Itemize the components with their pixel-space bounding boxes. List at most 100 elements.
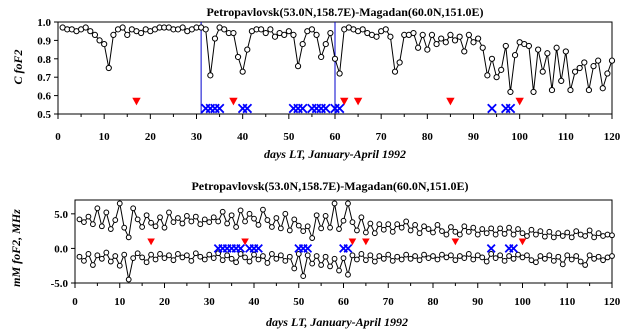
data-point bbox=[506, 253, 512, 259]
data-point bbox=[244, 46, 251, 53]
data-point bbox=[590, 63, 597, 70]
cross-stroke bbox=[334, 103, 345, 114]
cross-stroke bbox=[254, 243, 263, 253]
cross-stroke bbox=[487, 103, 497, 114]
data-point bbox=[148, 219, 154, 226]
x-tick-label: 80 bbox=[428, 296, 440, 308]
data-point bbox=[94, 205, 101, 212]
blue-cross-marker bbox=[254, 243, 263, 253]
data-point bbox=[170, 257, 177, 264]
data-point bbox=[318, 262, 325, 268]
data-point bbox=[582, 262, 589, 268]
data-point bbox=[295, 251, 302, 257]
data-point bbox=[371, 258, 378, 265]
data-point bbox=[586, 252, 593, 259]
data-point bbox=[345, 271, 351, 278]
data-point bbox=[201, 216, 208, 223]
red-triangle-marker bbox=[132, 97, 141, 106]
data-point bbox=[373, 33, 380, 40]
data-point bbox=[138, 29, 145, 37]
data-point bbox=[269, 224, 275, 230]
data-point bbox=[291, 216, 298, 223]
blue-cross-marker bbox=[505, 103, 516, 114]
data-point bbox=[382, 26, 389, 33]
chart-bottom-axes: 0 10 20 30 40 50 60 70 80 90 100 110 120 -5.0 0.0 5.0 bbox=[51, 199, 621, 308]
data-point bbox=[428, 31, 436, 38]
blue-cross-marker bbox=[303, 243, 313, 253]
data-point bbox=[550, 257, 557, 264]
chart-bottom-marks bbox=[76, 200, 615, 283]
data-point bbox=[267, 26, 274, 33]
x-tick-label: 90 bbox=[468, 131, 480, 143]
x-tick-label: 60 bbox=[338, 296, 350, 308]
blue-cross-marker bbox=[242, 103, 253, 114]
data-point bbox=[285, 28, 292, 35]
data-point bbox=[202, 26, 209, 33]
cross-stroke bbox=[242, 103, 253, 114]
x-tick-label: 40 bbox=[249, 296, 261, 308]
data-point bbox=[134, 216, 141, 223]
cross-stroke bbox=[297, 103, 308, 114]
data-point bbox=[336, 70, 343, 77]
data-point bbox=[331, 255, 338, 262]
blue-cross-marker bbox=[487, 103, 497, 114]
data-point bbox=[497, 225, 504, 232]
data-point bbox=[242, 218, 248, 225]
data-point bbox=[286, 253, 293, 260]
data-point bbox=[309, 260, 316, 267]
data-point bbox=[461, 48, 468, 55]
data-point bbox=[394, 253, 401, 260]
data-point bbox=[591, 255, 597, 262]
data-point bbox=[553, 44, 560, 51]
x-tick-label: 110 bbox=[559, 296, 575, 308]
chart-bottom-title: Petropavlovsk(53.0N,158.7E)-Magadan(60.0… bbox=[191, 179, 468, 193]
data-point bbox=[573, 253, 580, 259]
data-point bbox=[461, 255, 468, 262]
data-point bbox=[179, 24, 186, 31]
cross-stroke bbox=[214, 103, 225, 114]
blue-cross-marker bbox=[486, 243, 496, 253]
data-point bbox=[452, 228, 459, 235]
data-point bbox=[282, 257, 289, 264]
data-point bbox=[443, 254, 450, 261]
data-point bbox=[582, 233, 589, 239]
data-point bbox=[548, 86, 556, 94]
x-tick-label: 30 bbox=[191, 131, 203, 143]
data-point bbox=[327, 29, 334, 37]
cross-stroke bbox=[236, 243, 246, 253]
data-point bbox=[394, 221, 401, 228]
data-point bbox=[567, 86, 574, 94]
data-point bbox=[586, 227, 593, 234]
data-point bbox=[125, 234, 132, 241]
data-point bbox=[541, 255, 548, 262]
data-point bbox=[438, 35, 445, 42]
data-point bbox=[76, 253, 83, 260]
data-point bbox=[424, 46, 431, 53]
data-point bbox=[179, 254, 186, 261]
data-point bbox=[304, 252, 311, 259]
data-point bbox=[237, 251, 244, 257]
data-point bbox=[461, 223, 468, 230]
data-point bbox=[442, 39, 449, 46]
data-point bbox=[416, 230, 423, 237]
data-point bbox=[403, 218, 410, 225]
data-point bbox=[313, 212, 320, 219]
data-point bbox=[300, 228, 307, 235]
data-point bbox=[112, 253, 119, 259]
data-point bbox=[475, 35, 482, 42]
data-point bbox=[103, 209, 110, 216]
data-point bbox=[573, 228, 580, 235]
data-point bbox=[577, 258, 584, 265]
data-point bbox=[407, 255, 414, 262]
data-point bbox=[262, 29, 269, 37]
x-tick-label: 20 bbox=[159, 296, 171, 308]
data-point bbox=[530, 88, 537, 96]
red-triangle-marker bbox=[362, 238, 370, 246]
data-point bbox=[387, 33, 394, 40]
data-point bbox=[271, 33, 279, 40]
chart-bottom: Petropavlovsk(53.0N,158.7E)-Magadan(60.0… bbox=[9, 179, 621, 329]
data-point bbox=[510, 231, 517, 238]
chart-bottom-frame bbox=[74, 199, 613, 284]
data-point bbox=[282, 210, 289, 217]
data-point bbox=[421, 251, 427, 258]
